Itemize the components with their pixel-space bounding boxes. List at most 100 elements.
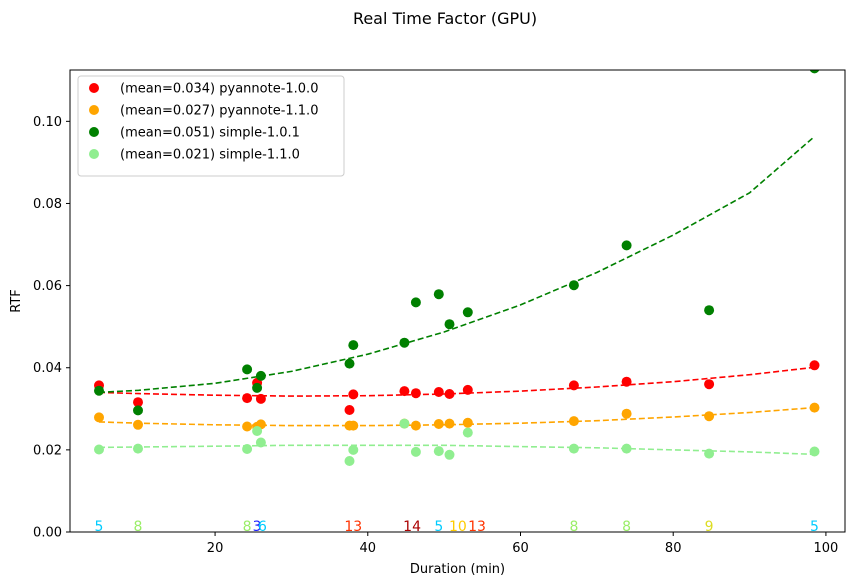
data-point-s2-2 — [242, 364, 253, 375]
chart-title: Real Time Factor (GPU) — [353, 9, 537, 28]
data-point-s2-6 — [348, 340, 359, 351]
data-point-s0-7 — [399, 386, 410, 397]
data-point-s3-12 — [568, 443, 579, 454]
data-point-s2-8 — [410, 297, 421, 308]
data-point-s0-8 — [410, 388, 421, 399]
data-point-s3-10 — [444, 449, 455, 460]
data-point-s3-0 — [94, 444, 104, 455]
data-point-s2-0 — [94, 385, 104, 396]
data-point-s3-6 — [348, 444, 359, 455]
data-point-s2-10 — [444, 319, 455, 330]
data-point-s1-0 — [94, 412, 104, 423]
data-point-s0-4 — [255, 393, 266, 404]
count-annotation-2: 8 — [243, 519, 252, 535]
data-point-s0-10 — [444, 389, 455, 399]
data-point-s2-4 — [255, 370, 266, 381]
legend-marker-1 — [89, 105, 99, 115]
y-tick-label-2: 0.04 — [33, 361, 62, 376]
legend-marker-2 — [89, 127, 99, 137]
data-point-s0-13 — [621, 376, 632, 387]
count-annotation-13: 5 — [810, 519, 819, 535]
data-point-s1-8 — [410, 420, 421, 431]
count-annotation-3: 3 — [253, 519, 262, 535]
data-point-s1-12 — [568, 416, 579, 427]
data-point-s3-15 — [809, 446, 820, 457]
data-point-s3-3 — [252, 426, 263, 436]
x-axis-label: Duration (min) — [410, 562, 505, 577]
data-point-s3-8 — [410, 446, 421, 457]
data-point-s1-2 — [242, 421, 253, 432]
axes: 20 40 60 80 100 0.00 0.02 0.04 0.06 0.08 0.10 — [33, 115, 838, 556]
count-annotation-1: 8 — [134, 519, 143, 535]
data-point-s2-5 — [344, 358, 355, 369]
data-point-s0-14 — [704, 379, 715, 390]
data-point-s3-4 — [255, 437, 266, 448]
y-tick-label-4: 0.08 — [33, 197, 62, 212]
y-tick-label-5: 0.10 — [33, 115, 62, 130]
legend-entry-2: (mean=0.051) simple-1.0.1 — [120, 126, 300, 141]
legend-entry-1: (mean=0.027) pyannote-1.1.0 — [120, 104, 318, 119]
x-tick-label-1: 40 — [360, 541, 377, 556]
data-point-s0-9 — [433, 387, 444, 397]
data-point-s3-13 — [621, 443, 632, 454]
data-point-s0-5 — [344, 405, 355, 415]
data-point-s2-7 — [399, 337, 410, 348]
data-point-s3-14 — [704, 448, 715, 459]
legend-entry-0: (mean=0.034) pyannote-1.0.0 — [120, 82, 318, 97]
data-point-s2-11 — [462, 307, 473, 318]
y-tick-label-1: 0.02 — [33, 443, 62, 458]
count-annotation-4: 6 — [258, 519, 267, 535]
data-point-s1-15 — [809, 402, 820, 413]
legend: (mean=0.034) pyannote-1.0.0 (mean=0.027) … — [77, 75, 345, 177]
data-point-s1-10 — [444, 418, 455, 429]
data-point-s1-6 — [348, 420, 359, 431]
legend-marker-3 — [89, 149, 99, 159]
data-point-s0-6 — [348, 389, 359, 400]
trend-line-0 — [98, 366, 815, 397]
legend-entry-3: (mean=0.021) simple-1.1.0 — [120, 148, 300, 163]
data-point-s3-7 — [399, 418, 410, 429]
x-tick-label-2: 60 — [512, 541, 529, 556]
data-point-s0-1 — [133, 397, 143, 408]
data-point-s1-9 — [433, 419, 444, 429]
plot-area: 5 8 8 36 13 14 5 10 13 8 8 9 5 — [94, 70, 820, 535]
x-tick-label-4: 100 — [813, 541, 838, 556]
count-annotation-7: 5 — [434, 519, 443, 535]
data-point-s3-2 — [242, 444, 253, 454]
data-point-s2-13 — [621, 240, 632, 251]
count-annotation-9: 13 — [468, 519, 486, 535]
data-point-s3-1 — [133, 443, 143, 454]
count-annotation-8: 10 — [449, 519, 467, 535]
count-annotation-0: 5 — [95, 519, 104, 535]
data-point-s2-9 — [433, 289, 444, 300]
plot-frame — [69, 69, 846, 533]
data-point-s2-12 — [568, 280, 579, 291]
data-point-s0-2 — [242, 393, 253, 404]
x-tick-label-0: 20 — [207, 541, 224, 556]
data-point-s1-1 — [133, 419, 143, 430]
data-point-s1-11 — [462, 417, 473, 428]
data-point-s2-15 — [809, 70, 820, 74]
count-annotation-5: 13 — [344, 519, 362, 535]
x-tick-label-3: 80 — [665, 541, 682, 556]
data-point-s3-5 — [344, 456, 355, 466]
plot-content — [94, 70, 820, 466]
y-tick-label-0: 0.00 — [33, 526, 62, 541]
legend-marker-0 — [89, 83, 99, 93]
data-point-s1-13 — [621, 408, 632, 419]
data-point-s0-12 — [568, 380, 579, 391]
data-point-s0-11 — [462, 384, 473, 395]
data-point-s1-14 — [704, 411, 715, 422]
count-annotation-6: 14 — [403, 519, 421, 535]
count-annotation-11: 8 — [622, 519, 631, 535]
trend-line-3 — [98, 444, 815, 456]
count-annotation-10: 8 — [569, 519, 578, 535]
data-point-s0-15 — [809, 360, 820, 371]
data-point-s3-11 — [462, 427, 473, 438]
data-point-s2-14 — [704, 305, 715, 316]
legend-box — [77, 75, 345, 177]
data-point-s2-1 — [133, 405, 143, 416]
data-point-s3-9 — [433, 446, 444, 457]
y-axis-label: RTF — [9, 289, 24, 313]
